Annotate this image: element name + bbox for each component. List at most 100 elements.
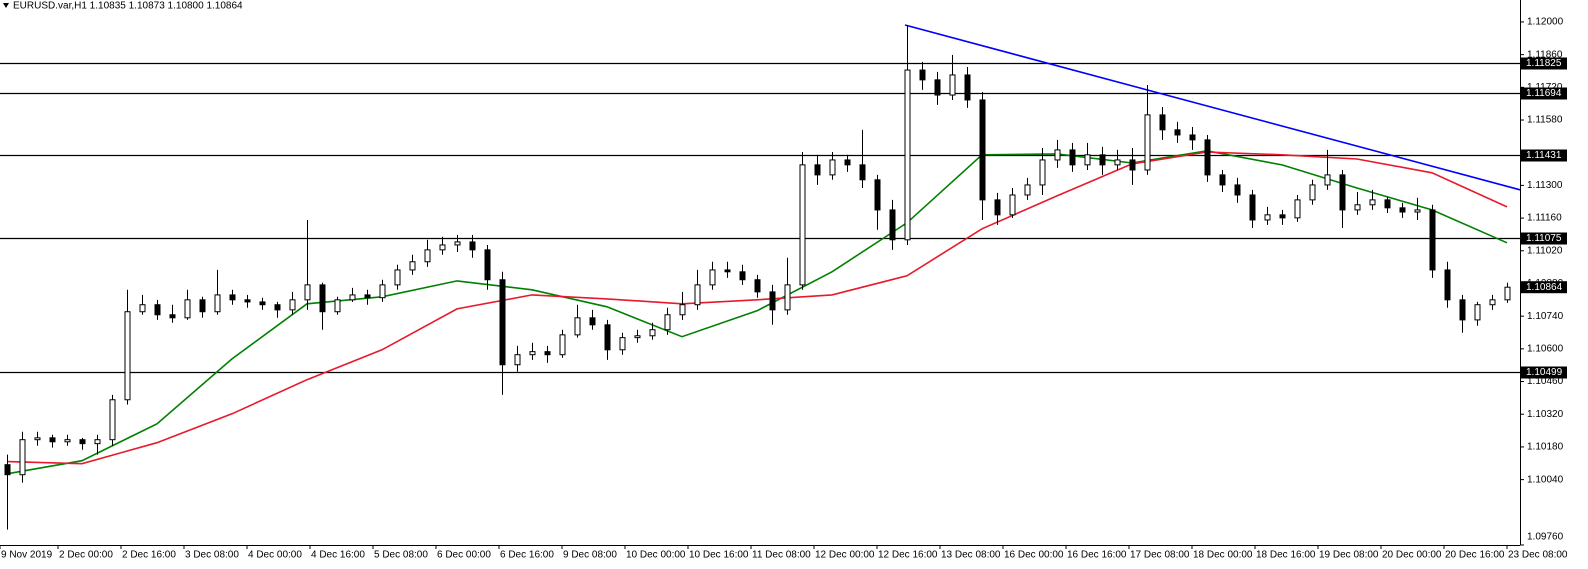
candle-body: [49, 437, 56, 443]
candle-body: [814, 164, 821, 176]
candle-body: [1084, 154, 1091, 166]
candle-body: [1324, 174, 1331, 186]
candle-body: [1159, 114, 1166, 131]
candle-body: [1039, 159, 1046, 186]
candle-body: [4, 464, 11, 476]
candle-body: [619, 337, 626, 351]
indicator-line: [6, 149, 1508, 475]
x-tick-label: 2 Dec 00:00: [59, 550, 113, 561]
menu-icon: [3, 3, 9, 8]
last-price-box: [1521, 281, 1567, 294]
x-tick-label: 20 Dec 00:00: [1382, 550, 1442, 561]
candle-body: [79, 439, 86, 445]
candle-body: [649, 329, 656, 337]
level-price-box: [1521, 366, 1567, 379]
candle-body: [1429, 209, 1436, 271]
x-tick-label: 5 Dec 08:00: [374, 550, 428, 561]
candle-body: [724, 269, 731, 273]
candle-body: [109, 399, 116, 441]
candle-body: [1279, 214, 1286, 219]
candle-body: [94, 439, 101, 445]
x-tick-label: 6 Dec 16:00: [500, 550, 554, 561]
candle-body: [664, 314, 671, 331]
candle-body: [364, 294, 371, 299]
candle-body: [229, 294, 236, 301]
candle-body: [529, 351, 536, 356]
x-tick-label: 17 Dec 08:00: [1130, 550, 1190, 561]
indicators: [6, 24, 1521, 475]
candle-body: [1264, 214, 1271, 221]
candle-body: [499, 279, 506, 366]
candle-body: [889, 209, 896, 241]
candle-body: [829, 159, 836, 176]
y-tick-label: 1.10180: [1527, 442, 1564, 453]
y-tick-label: 1.11020: [1527, 245, 1563, 256]
candle-body: [979, 99, 986, 201]
x-tick-label: 11 Dec 08:00: [752, 550, 811, 561]
plot-area: [0, 0, 1520, 545]
candle-body: [184, 299, 191, 319]
x-tick-label: 16 Dec 16:00: [1067, 550, 1127, 561]
x-tick-label: 9 Dec 08:00: [563, 550, 617, 561]
candle-body: [1444, 269, 1451, 301]
chart-title: EURUSD.var,H1 1.10835 1.10873 1.10800 1.…: [13, 1, 243, 12]
x-tick-label: 9 Nov 2019: [1, 550, 53, 561]
level-price-box: [1521, 87, 1567, 100]
candle-body: [1339, 174, 1346, 211]
candle-body: [289, 299, 296, 311]
candle-body: [934, 79, 941, 96]
level-price-label: 1.11075: [1526, 233, 1562, 244]
candle-body: [559, 334, 566, 356]
candle-body: [1069, 149, 1076, 166]
candle-body: [139, 304, 146, 313]
candle-body: [919, 69, 926, 81]
candle-body: [1144, 114, 1151, 171]
x-tick-label: 10 Dec 16:00: [689, 550, 749, 561]
candle-body: [469, 241, 476, 251]
candle-body: [949, 74, 956, 96]
candle-body: [1369, 199, 1376, 206]
x-tick-label: 4 Dec 00:00: [248, 550, 302, 561]
indicator-line: [6, 151, 1508, 465]
candle-body: [454, 241, 461, 246]
candle-body: [34, 437, 41, 441]
y-tick-label: 1.11860: [1527, 49, 1563, 60]
y-tick-label: 1.10460: [1527, 376, 1564, 387]
y-tick-label: 1.10740: [1527, 311, 1564, 322]
indicator-line: [904, 24, 1521, 191]
candle-body: [259, 301, 266, 306]
candle-body: [1249, 194, 1256, 221]
candle-body: [994, 199, 1001, 216]
candle-body: [904, 69, 911, 241]
candle-body: [1204, 139, 1211, 176]
axes: 1.12000 1.11860 1.11720 1.11580 1.11300 1.111…: [0, 17, 1568, 561]
candle-body: [1189, 134, 1196, 141]
candle-body: [1504, 286, 1511, 301]
candle-body: [1399, 207, 1406, 213]
candle-body: [874, 179, 881, 211]
candle-body: [574, 317, 581, 336]
x-tick-label: 4 Dec 16:00: [311, 550, 365, 561]
candle-body: [739, 271, 746, 281]
candle-body: [799, 164, 806, 286]
candle-body: [514, 354, 521, 366]
candle-body: [199, 299, 206, 313]
candle-body: [604, 324, 611, 351]
y-tick-label: 1.11580: [1527, 115, 1563, 126]
x-tick-label: 18 Dec 00:00: [1193, 550, 1253, 561]
x-tick-label: 23 Dec 08:00: [1508, 550, 1568, 561]
candle-body: [754, 279, 761, 293]
x-tick-label: 2 Dec 16:00: [122, 550, 176, 561]
candle-body: [304, 284, 311, 301]
x-tick-label: 20 Dec 16:00: [1445, 550, 1505, 561]
candle-body: [154, 304, 161, 316]
candle-body: [214, 294, 221, 313]
candle-body: [844, 159, 851, 166]
candle-body: [1054, 149, 1061, 161]
y-tick-label: 1.12000: [1527, 17, 1564, 28]
level-price-box: [1521, 149, 1567, 162]
y-tick-label: 1.11160: [1527, 213, 1562, 224]
x-tick-label: 12 Dec 16:00: [878, 550, 938, 561]
candle-body: [439, 244, 446, 251]
